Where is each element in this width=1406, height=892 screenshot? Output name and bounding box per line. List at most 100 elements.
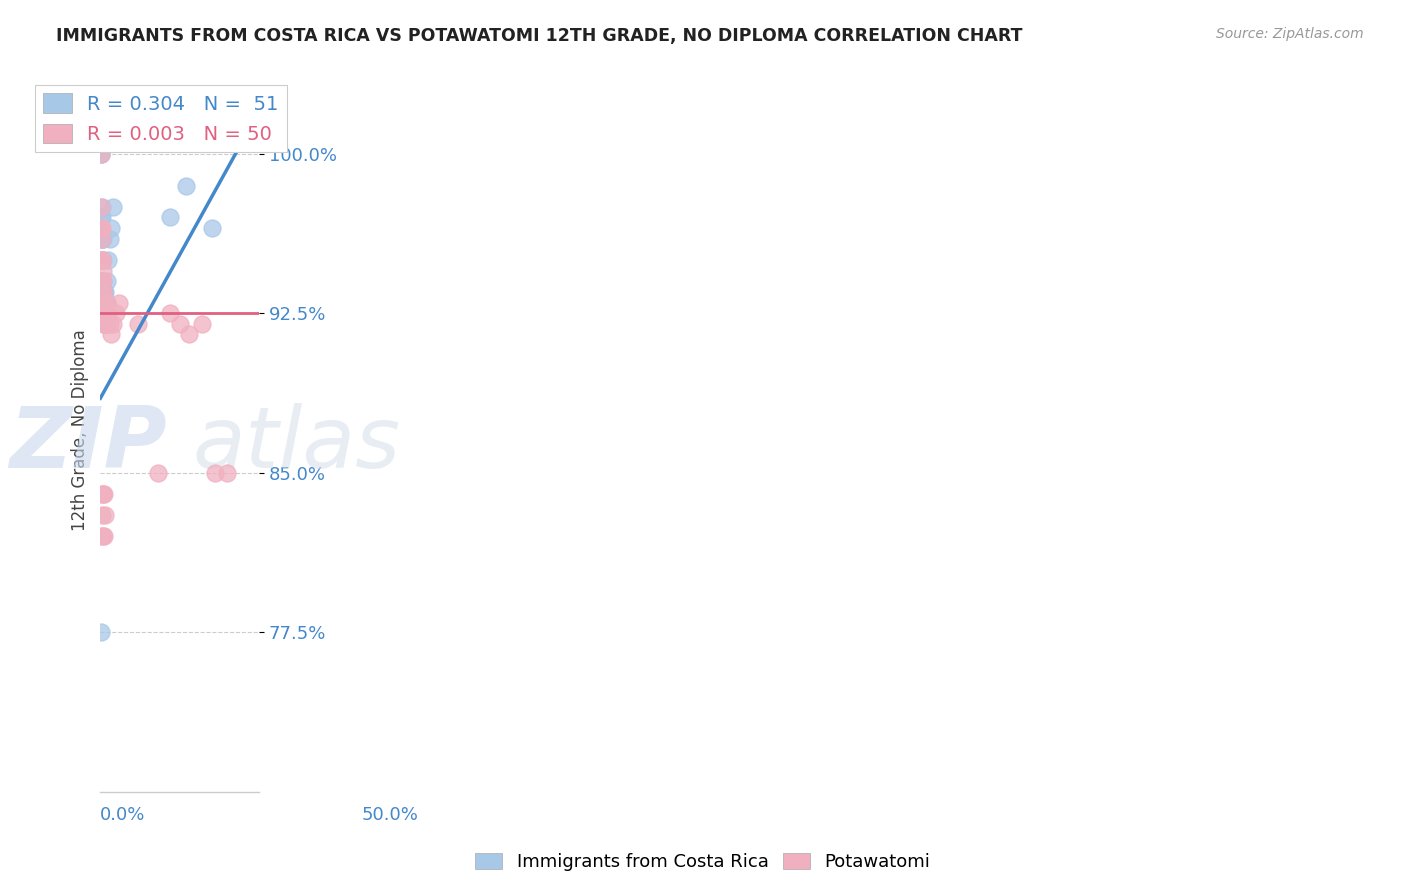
Point xyxy=(91,274,114,288)
Point xyxy=(91,200,114,214)
Point xyxy=(94,317,117,331)
Point xyxy=(91,295,114,310)
Point xyxy=(101,200,124,214)
Legend: R = 0.304   N =  51, R = 0.003   N = 50: R = 0.304 N = 51, R = 0.003 N = 50 xyxy=(35,86,287,152)
Point xyxy=(90,252,112,267)
Point xyxy=(93,295,115,310)
Point xyxy=(98,232,121,246)
Point xyxy=(93,317,115,331)
Point xyxy=(204,466,226,480)
Point xyxy=(94,295,117,310)
Point xyxy=(91,306,114,320)
Point xyxy=(174,178,197,193)
Point xyxy=(90,508,112,523)
Point xyxy=(91,232,114,246)
Point xyxy=(93,317,115,331)
Point xyxy=(169,317,191,331)
Point xyxy=(91,295,114,310)
Text: ZIP: ZIP xyxy=(10,403,167,486)
Point xyxy=(179,327,201,342)
Point xyxy=(91,285,114,299)
Point xyxy=(91,285,114,299)
Point xyxy=(91,252,114,267)
Point xyxy=(94,508,117,523)
Point xyxy=(97,252,120,267)
Point xyxy=(97,306,120,320)
Point xyxy=(90,146,112,161)
Point xyxy=(90,221,112,235)
Point xyxy=(91,306,114,320)
Point xyxy=(90,146,112,161)
Point xyxy=(91,221,114,235)
Point xyxy=(90,221,112,235)
Point xyxy=(93,306,115,320)
Point xyxy=(93,306,115,320)
Point xyxy=(91,263,114,277)
Point xyxy=(91,295,114,310)
Point xyxy=(91,252,114,267)
Point xyxy=(90,200,112,214)
Point xyxy=(100,327,122,342)
Text: IMMIGRANTS FROM COSTA RICA VS POTAWATOMI 12TH GRADE, NO DIPLOMA CORRELATION CHAR: IMMIGRANTS FROM COSTA RICA VS POTAWATOMI… xyxy=(56,27,1022,45)
Point xyxy=(93,306,115,320)
Point xyxy=(93,317,115,331)
Text: Source: ZipAtlas.com: Source: ZipAtlas.com xyxy=(1216,27,1364,41)
Point xyxy=(94,295,117,310)
Point xyxy=(93,529,115,543)
Point xyxy=(90,146,112,161)
Point xyxy=(91,487,114,501)
Point xyxy=(91,306,114,320)
Point xyxy=(90,625,112,640)
Point xyxy=(90,232,112,246)
Point xyxy=(91,529,114,543)
Point xyxy=(94,306,117,320)
Point xyxy=(96,317,118,331)
Point xyxy=(93,295,115,310)
Legend: Immigrants from Costa Rica, Potawatomi: Immigrants from Costa Rica, Potawatomi xyxy=(468,846,938,879)
Point xyxy=(93,317,115,331)
Point xyxy=(91,274,114,288)
Point xyxy=(93,306,115,320)
Point xyxy=(94,295,117,310)
Point xyxy=(91,285,114,299)
Point xyxy=(200,221,222,235)
Point xyxy=(91,285,114,299)
Point xyxy=(94,306,117,320)
Point xyxy=(98,317,121,331)
Point xyxy=(159,211,181,225)
Point xyxy=(91,274,114,288)
Point xyxy=(94,285,117,299)
Point xyxy=(159,306,181,320)
Point xyxy=(93,487,115,501)
Point xyxy=(90,221,112,235)
Point xyxy=(93,306,115,320)
Point xyxy=(90,211,112,225)
Point xyxy=(94,295,117,310)
Text: 0.0%: 0.0% xyxy=(100,806,146,824)
Point xyxy=(146,466,169,480)
Point xyxy=(94,306,117,320)
Point xyxy=(91,285,114,299)
Point xyxy=(108,295,131,310)
Point xyxy=(94,306,117,320)
Point xyxy=(217,466,239,480)
Point xyxy=(91,252,114,267)
Point xyxy=(91,274,114,288)
Point xyxy=(91,252,114,267)
Point xyxy=(105,306,128,320)
Point xyxy=(93,295,115,310)
Point xyxy=(93,295,115,310)
Point xyxy=(96,274,118,288)
Text: 50.0%: 50.0% xyxy=(361,806,418,824)
Point xyxy=(191,317,214,331)
Point xyxy=(90,274,112,288)
Point xyxy=(96,295,118,310)
Point xyxy=(90,252,112,267)
Point xyxy=(101,317,124,331)
Point xyxy=(94,306,117,320)
Point xyxy=(91,232,114,246)
Point xyxy=(93,285,115,299)
Point xyxy=(93,285,115,299)
Point xyxy=(91,232,114,246)
Point xyxy=(91,487,114,501)
